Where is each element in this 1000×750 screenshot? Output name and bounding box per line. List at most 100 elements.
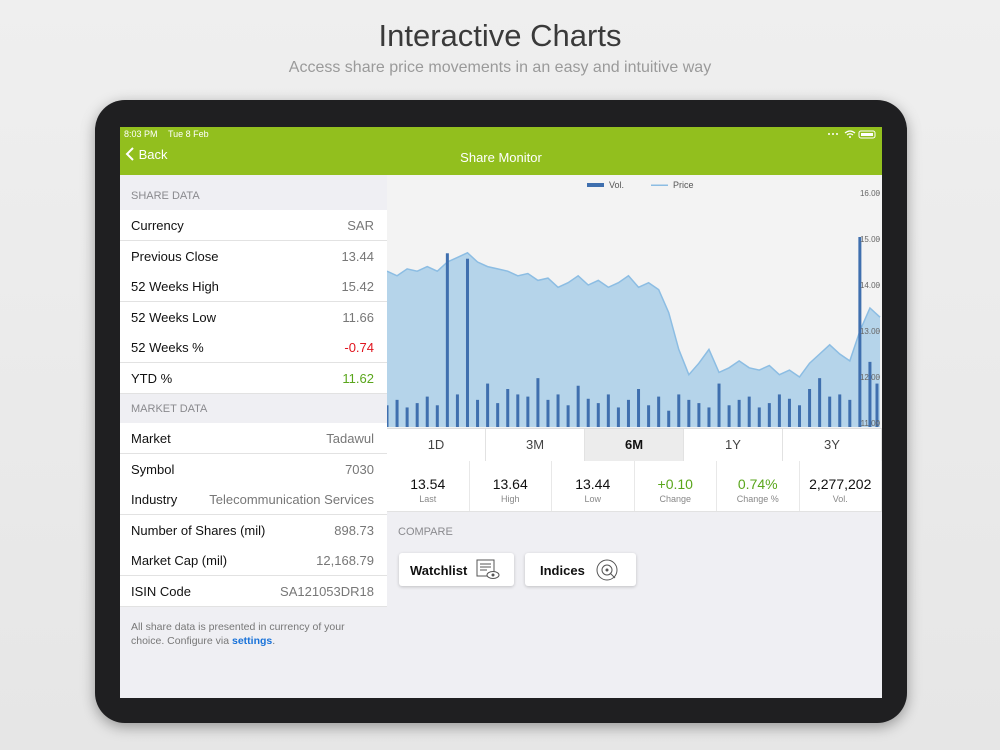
y-tick-label: 15.00 [860, 235, 881, 244]
range-tab[interactable]: 3Y [783, 429, 882, 461]
stat-label: Change % [736, 494, 779, 504]
stat-cell: 13.44 Low [552, 461, 635, 511]
volume-bar [526, 396, 530, 427]
volume-bar [566, 405, 570, 427]
row-value: 7030 [345, 461, 374, 477]
y-tick-label: 11.00 [861, 419, 881, 428]
volume-bar [717, 383, 721, 427]
row-value: 15.42 [341, 279, 374, 294]
data-row: 52 Weeks High 15.42 [120, 271, 387, 302]
volume-bar [637, 389, 641, 427]
data-row: 52 Weeks Low 11.66 [120, 301, 387, 333]
stat-value: 13.54 [410, 476, 446, 492]
volume-bar [606, 394, 610, 427]
row-value: SAR [347, 218, 374, 233]
watchlist-button[interactable]: Watchlist [399, 553, 514, 586]
volume-bar [875, 383, 879, 427]
data-row: Industry Telecommunication Services [120, 484, 387, 515]
stat-value: +0.10 [657, 476, 693, 492]
data-row: Previous Close 13.44 [120, 240, 387, 272]
volume-bar [787, 398, 791, 427]
volume-bar [445, 253, 449, 427]
volume-bar [798, 405, 802, 427]
volume-bar [808, 389, 812, 427]
price-area [387, 252, 880, 427]
settings-link[interactable]: settings [231, 635, 273, 647]
chart: 16.00 15.00 14.00 13.00 12.00 11.00 Vol. Price [385, 180, 881, 428]
indices-button[interactable]: Indices [525, 553, 636, 586]
row-label: YTD % [131, 370, 173, 386]
data-row: 52 Weeks % -0.74 [120, 332, 387, 363]
volume-bar [496, 403, 500, 427]
row-label: Market Cap (mil) [131, 553, 228, 568]
volume-bar [687, 399, 691, 427]
volume-bar [546, 399, 550, 427]
volume-bar [868, 361, 872, 427]
compare-panel: COMPARE Watchlist Indices [387, 512, 882, 698]
status-date: Tue 8 Feb [168, 129, 209, 139]
data-row: Symbol 7030 [120, 453, 387, 485]
y-tick-label: 12.00 [860, 373, 881, 382]
price-line [386, 251, 881, 379]
volume-bar [486, 383, 490, 427]
volume-bar [616, 407, 620, 427]
footnote: All share data is presented in currency … [131, 620, 376, 648]
left-panel: SHARE DATA MARKET DATA All share data is… [120, 175, 388, 698]
range-tab[interactable]: 1Y [684, 429, 783, 461]
volume-bar [455, 394, 459, 427]
row-value: 11.62 [342, 370, 374, 386]
section-heading: COMPARE [398, 526, 453, 538]
range-tab[interactable]: 3M [486, 429, 585, 461]
volume-bar [506, 389, 510, 427]
back-button[interactable]: Back [125, 147, 168, 162]
screen: 8:03 PM Tue 8 Feb Back Share Monitor SHA… [120, 127, 882, 698]
volume-bar [395, 399, 399, 427]
volume-bar [858, 237, 862, 427]
volume-bar [556, 394, 560, 427]
footnote-text: All share data is presented in currency … [131, 621, 345, 647]
section-heading: SHARE DATA [131, 190, 200, 202]
row-value: Telecommunication Services [209, 492, 374, 507]
back-label[interactable]: Back [138, 147, 168, 162]
stat-label: Vol. [832, 494, 848, 504]
volume-bar [596, 403, 600, 427]
volume-bar [747, 396, 751, 427]
nav-title: Share Monitor [460, 150, 542, 165]
volume-bar [667, 410, 671, 427]
footnote-end: . [272, 635, 276, 647]
volume-bar [425, 396, 429, 427]
range-tab[interactable]: 1D [387, 429, 486, 461]
row-value: 11.66 [342, 309, 374, 325]
stat-label: Last [419, 494, 437, 504]
section-heading: MARKET DATA [131, 403, 208, 415]
row-value: SA121053DR18 [280, 583, 374, 599]
page-title: Interactive Charts [378, 18, 622, 53]
stat-label: High [500, 494, 520, 504]
volume-bar [818, 378, 822, 427]
stat-cell: +0.10 Change [635, 461, 717, 511]
volume-bar [707, 407, 711, 427]
volume-bar [405, 407, 409, 427]
volume-bar [465, 258, 469, 427]
volume-bar [727, 405, 731, 427]
range-tabs: 1D 3M 6M 1Y 3Y [387, 428, 882, 462]
range-tab[interactable]: 6M [585, 429, 684, 461]
status-time: 8:03 PM [124, 129, 158, 139]
button-label[interactable]: Watchlist [410, 563, 468, 578]
volume-bar [435, 405, 439, 427]
row-value: -0.74 [344, 340, 374, 355]
row-label: 52 Weeks % [131, 340, 204, 355]
data-row: Currency SAR [120, 210, 387, 241]
stats-row: 13.54 Last 13.64 High 13.44 Low +0.10 Change 0.7… [387, 461, 882, 512]
volume-bar [757, 407, 761, 427]
y-tick-label: 14.00 [860, 281, 881, 290]
row-value: Tadawul [326, 431, 374, 446]
data-row: YTD % 11.62 [120, 362, 387, 394]
volume-bar [516, 394, 520, 427]
volume-bar [647, 405, 651, 427]
legend-label: Price [673, 180, 694, 190]
volume-bar [586, 398, 590, 427]
button-label[interactable]: Indices [540, 563, 585, 578]
volume-bar [657, 396, 661, 427]
